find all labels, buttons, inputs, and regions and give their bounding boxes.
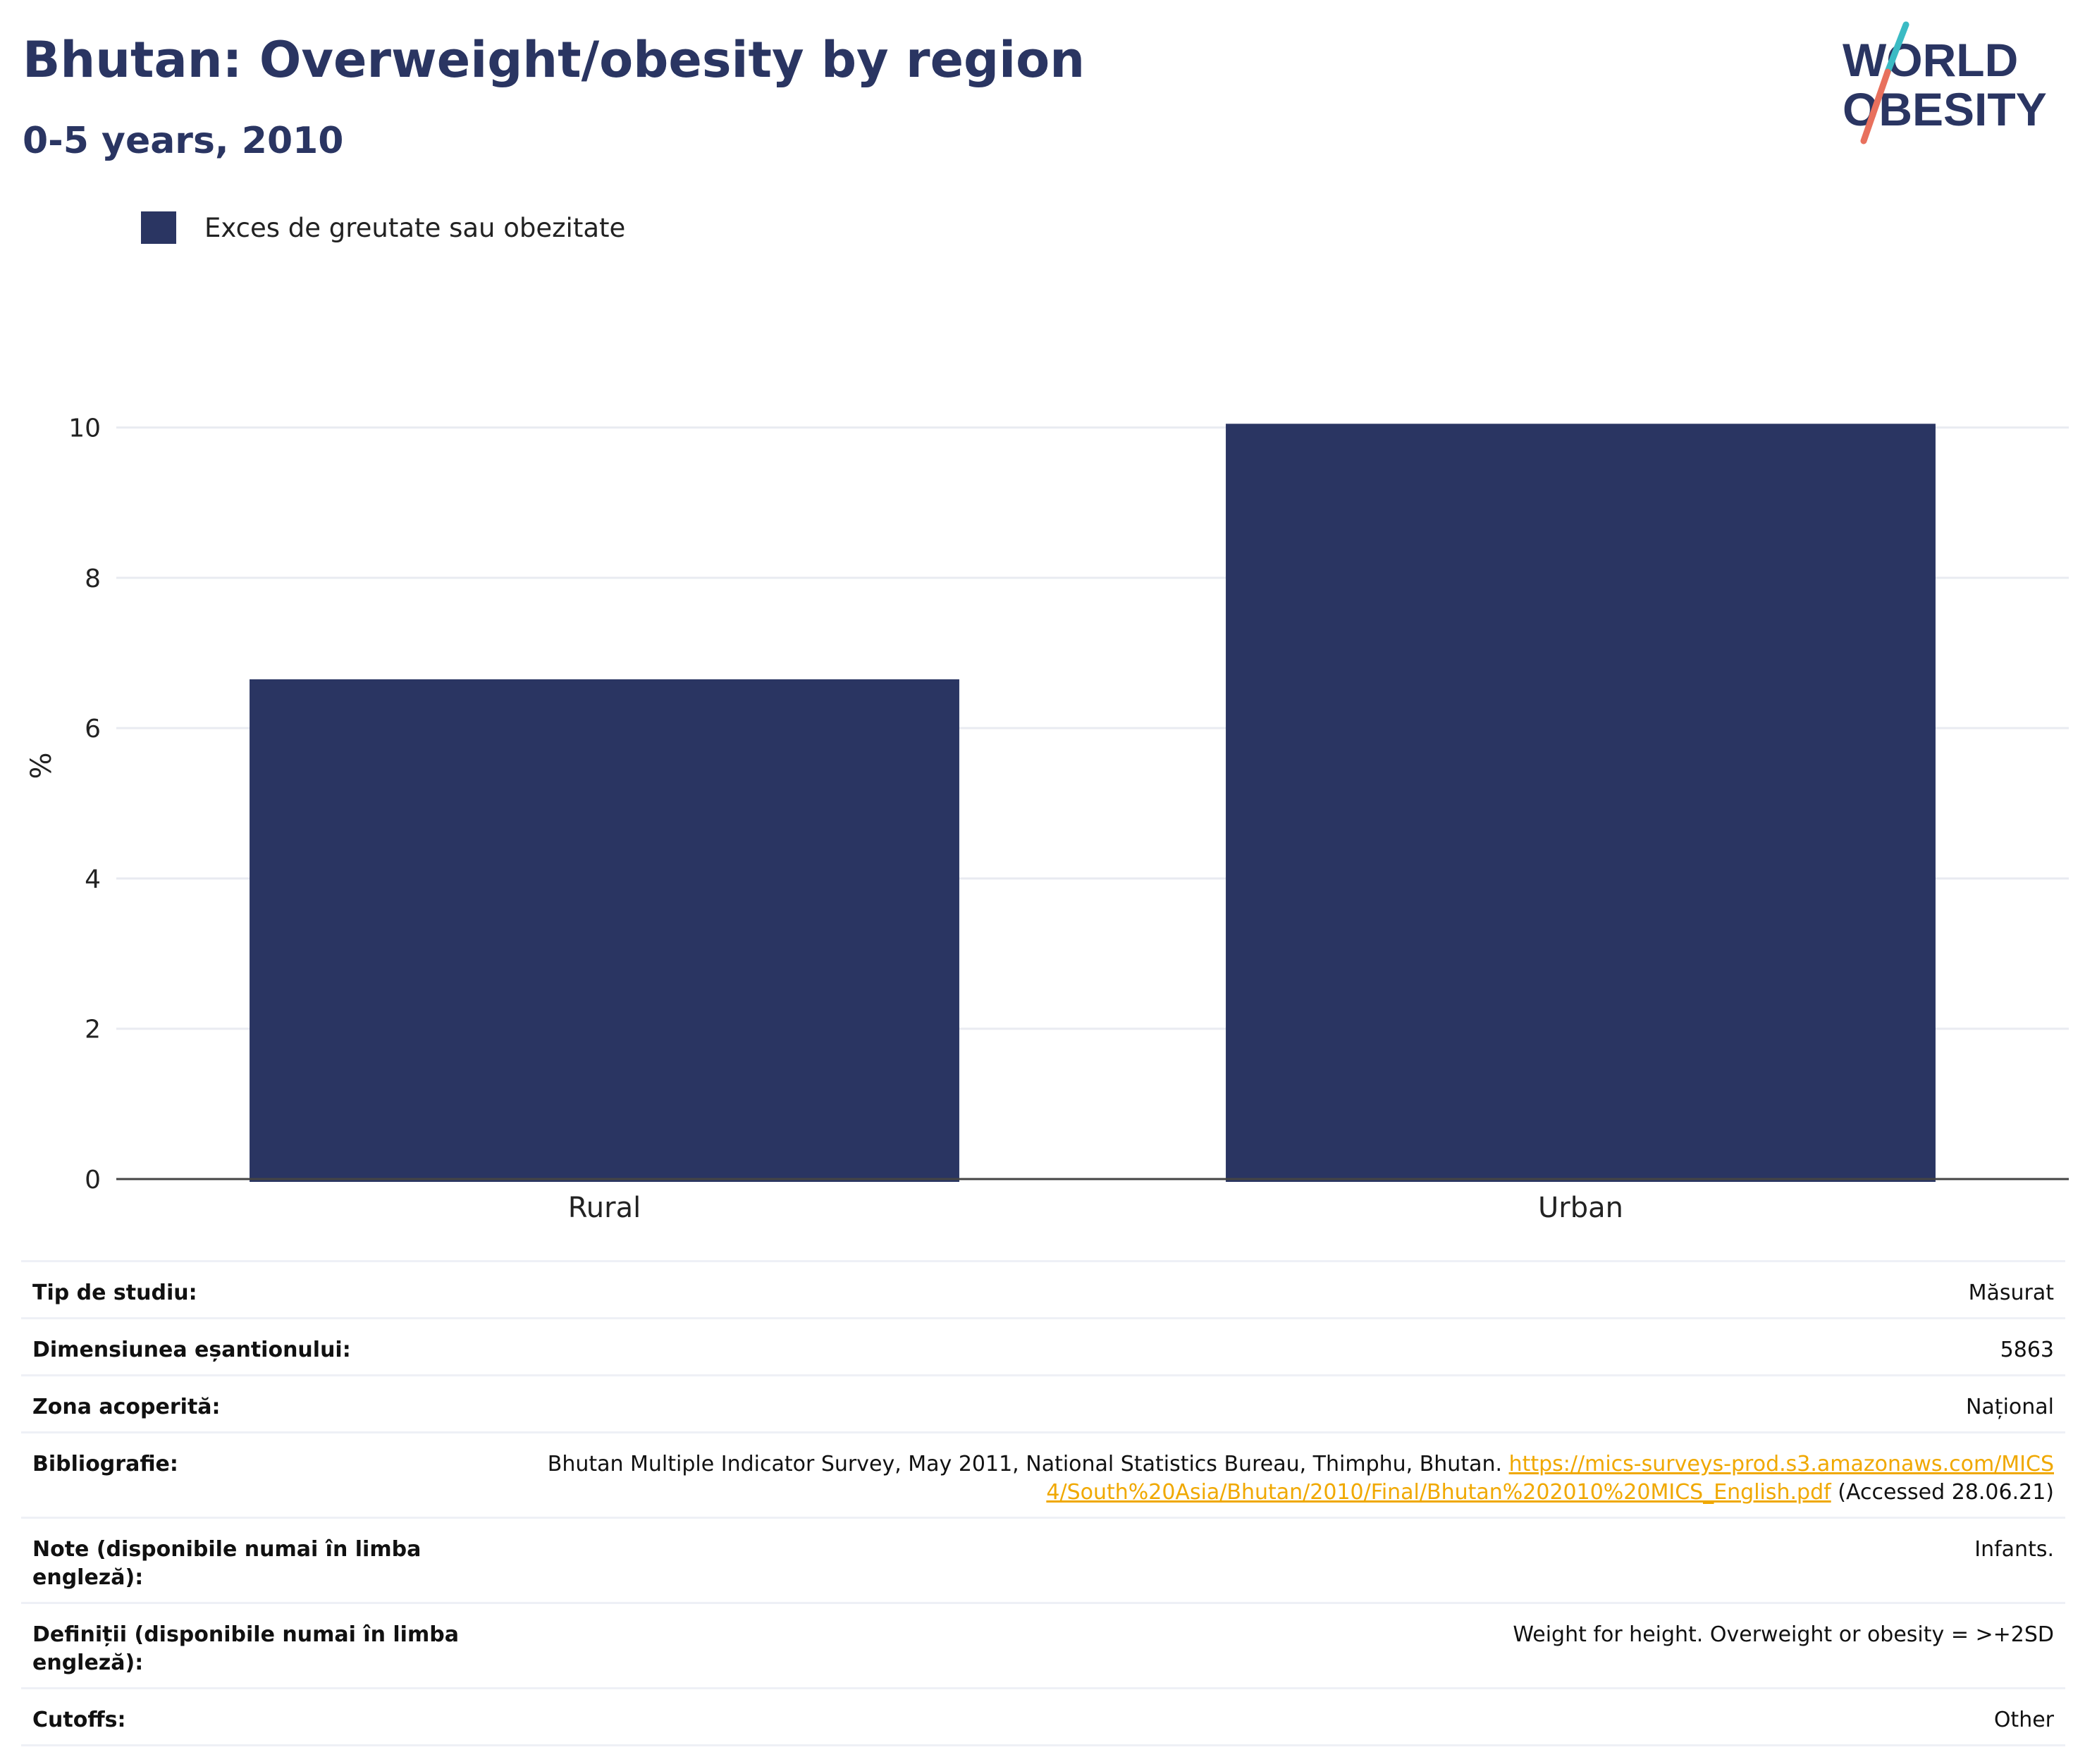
info-row-cutoffs: Cutoffs: Other <box>21 1689 2065 1746</box>
y-axis-label: % <box>25 752 58 779</box>
logo-text-world: WORLD <box>1843 34 2018 86</box>
info-value: Măsurat <box>1968 1281 2054 1305</box>
y-tick-label: 10 <box>68 414 101 443</box>
x-tick-label: Urban <box>1538 1192 1623 1224</box>
bar <box>250 679 959 1182</box>
info-value: Bhutan Multiple Indicator Survey, May 20… <box>512 1450 2054 1507</box>
y-tick-label: 8 <box>85 565 101 593</box>
y-tick-label: 0 <box>85 1166 101 1195</box>
info-row-bibliography: Bibliografie: Bhutan Multiple Indicator … <box>21 1433 2065 1519</box>
info-key: Cutoffs: <box>32 1708 126 1732</box>
legend-label: Exces de greutate sau obezitate <box>204 212 626 243</box>
bar <box>1226 424 1936 1182</box>
chart-legend[interactable]: Exces de greutate sau obezitate <box>141 211 625 244</box>
info-value: 5863 <box>2000 1338 2054 1362</box>
info-row-coverage: Zona acoperită: Național <box>21 1376 2065 1433</box>
legend-swatch <box>141 211 176 244</box>
logo-slash-bottom <box>1860 68 1891 144</box>
info-value: Weight for height. Overweight or obesity… <box>1513 1622 2054 1647</box>
info-key: Tip de studiu: <box>32 1281 197 1305</box>
y-tick-label: 2 <box>85 1016 101 1044</box>
info-value: Other <box>1993 1708 2054 1732</box>
bibliography-accessed: (Accessed 28.06.21) <box>1838 1480 2054 1505</box>
bibliography-text: Bhutan Multiple Indicator Survey, May 20… <box>547 1452 1503 1476</box>
world-obesity-logo[interactable]: WORLD OBESITY <box>1840 21 2072 148</box>
info-row-study-type: Tip de studiu: Măsurat <box>21 1260 2065 1319</box>
info-key: Bibliografie: <box>32 1452 178 1476</box>
chart-title: Bhutan: Overweight/obesity by region <box>23 31 1085 89</box>
info-row-notes: Note (disponibile numai în limba engleză… <box>21 1519 2065 1604</box>
bibliography-link[interactable]: https://mics-surveys-prod.s3.amazonaws.c… <box>1046 1452 2054 1505</box>
info-table: Tip de studiu: Măsurat Dimensiunea eșant… <box>21 1260 2065 1746</box>
info-key: Dimensiunea eșantionului: <box>32 1338 351 1362</box>
info-value: Național <box>1965 1395 2054 1419</box>
x-tick-label: Rural <box>568 1192 641 1224</box>
info-row-definitions: Definiții (disponibile numai în limba en… <box>21 1604 2065 1689</box>
info-key: Note (disponibile numai în limba engleză… <box>32 1537 422 1590</box>
y-tick-label: 6 <box>85 715 101 744</box>
chart-subtitle: 0-5 years, 2010 <box>23 120 344 162</box>
info-key: Definiții (disponibile numai în limba en… <box>32 1622 459 1675</box>
info-value: Infants. <box>1974 1537 2054 1562</box>
logo-slash-top <box>1884 21 1909 75</box>
y-tick-label: 4 <box>85 865 101 894</box>
info-key: Zona acoperită: <box>32 1395 221 1419</box>
bar-chart: 0 2 4 6 8 10 Rural Urban% <box>25 414 2069 1224</box>
info-row-sample-size: Dimensiunea eșantionului: 5863 <box>21 1319 2065 1376</box>
